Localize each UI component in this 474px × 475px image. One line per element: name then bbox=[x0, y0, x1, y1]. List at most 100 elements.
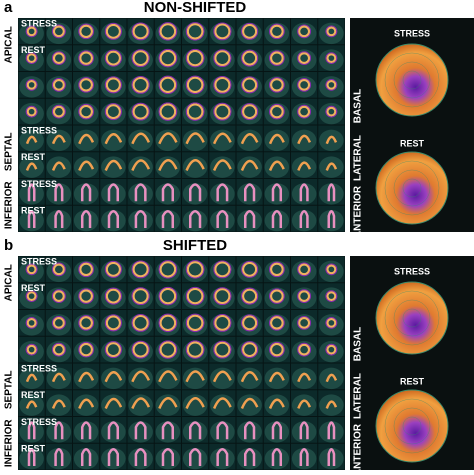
slice-horseshoe bbox=[271, 183, 283, 202]
slice-ring bbox=[159, 23, 177, 40]
row-label: STRESS bbox=[21, 363, 57, 373]
slice-ring bbox=[105, 50, 122, 66]
slice-haze bbox=[237, 367, 262, 390]
slice-arc bbox=[268, 133, 285, 145]
slice-haze bbox=[319, 49, 344, 71]
slice-ring bbox=[26, 344, 37, 355]
slice-ring bbox=[79, 51, 94, 65]
slice-ring bbox=[79, 104, 94, 119]
slice-ring-outer bbox=[241, 287, 259, 305]
slice-haze bbox=[46, 340, 72, 363]
slice-horseshoe bbox=[299, 183, 309, 202]
slice-ring-outer bbox=[104, 287, 122, 305]
slice-ring-outer bbox=[158, 48, 178, 68]
slice-haze bbox=[73, 156, 99, 178]
slice-arc bbox=[51, 161, 66, 171]
slice-haze bbox=[319, 76, 344, 98]
slice-haze bbox=[46, 394, 72, 416]
slice-ring-outer bbox=[241, 103, 259, 121]
slice-haze bbox=[73, 394, 99, 416]
slice-haze bbox=[182, 129, 208, 152]
slice-ring bbox=[186, 103, 204, 120]
slice-arc bbox=[268, 371, 285, 383]
slice-ring bbox=[241, 315, 258, 331]
right-label: ANTERIOR bbox=[353, 185, 364, 238]
slice-haze bbox=[264, 183, 290, 205]
slice-arc bbox=[51, 372, 66, 383]
slice-arc bbox=[131, 397, 151, 409]
slice-haze bbox=[291, 367, 317, 390]
slice-ring-outer bbox=[25, 105, 38, 118]
slice-haze bbox=[210, 394, 235, 416]
slice-ring bbox=[132, 288, 149, 305]
slice-haze bbox=[155, 129, 181, 152]
slice-ring bbox=[132, 341, 149, 358]
slice-ring-outer bbox=[104, 341, 122, 359]
slice-horseshoe bbox=[216, 183, 229, 202]
slice-arc bbox=[325, 135, 338, 145]
side-label: INFERIOR bbox=[4, 419, 15, 468]
slice-ring bbox=[159, 261, 177, 278]
polar-ring bbox=[384, 398, 440, 454]
slice-haze bbox=[101, 129, 126, 152]
slice-haze bbox=[19, 421, 44, 443]
slice-ring bbox=[132, 103, 149, 120]
slice-ring-outer bbox=[213, 287, 232, 306]
side-label: SEPTAL bbox=[4, 132, 15, 171]
slice-ring bbox=[186, 49, 204, 67]
slice-ring-outer bbox=[78, 341, 94, 358]
slice-ring-outer bbox=[51, 78, 66, 92]
slice-ring bbox=[214, 23, 231, 40]
slice-haze bbox=[46, 287, 72, 309]
slice-horseshoe bbox=[271, 448, 283, 466]
slice-haze bbox=[101, 394, 126, 416]
slice-arc bbox=[297, 372, 312, 383]
row-label: STRESS bbox=[21, 179, 57, 189]
slice-haze bbox=[291, 22, 317, 45]
slice-haze bbox=[19, 394, 44, 416]
slice-haze bbox=[182, 183, 208, 205]
slice-haze bbox=[182, 447, 208, 470]
slice-haze bbox=[264, 129, 290, 152]
slice-haze bbox=[291, 314, 317, 336]
slice-ring-outer bbox=[269, 261, 285, 278]
slice-haze bbox=[73, 447, 99, 470]
slice-ring bbox=[105, 104, 122, 120]
slice-ring bbox=[52, 52, 65, 65]
slice-haze bbox=[210, 367, 235, 390]
slice-horseshoe bbox=[107, 448, 119, 466]
side-label: APICAL bbox=[4, 26, 15, 63]
slice-haze bbox=[237, 209, 262, 232]
slice-ring bbox=[52, 343, 65, 356]
slice-ring bbox=[326, 344, 337, 355]
slice-haze bbox=[73, 129, 99, 152]
slice-ring-outer bbox=[158, 75, 178, 95]
slice-arc bbox=[240, 397, 259, 409]
slice-ring bbox=[26, 317, 37, 328]
slice-haze bbox=[182, 209, 208, 232]
slice-haze bbox=[73, 421, 99, 443]
slice-arc bbox=[51, 399, 66, 409]
side-label: APICAL bbox=[4, 264, 15, 301]
slice-haze bbox=[264, 447, 290, 470]
slice-ring-outer bbox=[213, 313, 232, 332]
polar-ring bbox=[393, 299, 431, 337]
panel-label: b bbox=[4, 237, 13, 254]
slice-horseshoe bbox=[161, 448, 175, 466]
slice-ring-outer bbox=[78, 77, 94, 93]
slice-ring-outer bbox=[269, 50, 285, 66]
slice-haze bbox=[46, 314, 72, 336]
slice-ring-outer bbox=[158, 286, 178, 306]
slice-ring bbox=[214, 341, 231, 358]
slice-ring-outer bbox=[185, 22, 205, 41]
slice-ring bbox=[269, 342, 284, 357]
slice-horseshoe bbox=[80, 210, 92, 228]
slice-haze bbox=[210, 447, 235, 470]
slice-horseshoe bbox=[134, 421, 147, 440]
slice-horseshoe bbox=[161, 183, 175, 202]
slice-arc bbox=[325, 373, 338, 383]
polar-ring bbox=[402, 70, 422, 90]
slice-horseshoe bbox=[299, 210, 309, 228]
slice-arc bbox=[158, 132, 178, 145]
slice-ring-outer bbox=[213, 102, 232, 121]
